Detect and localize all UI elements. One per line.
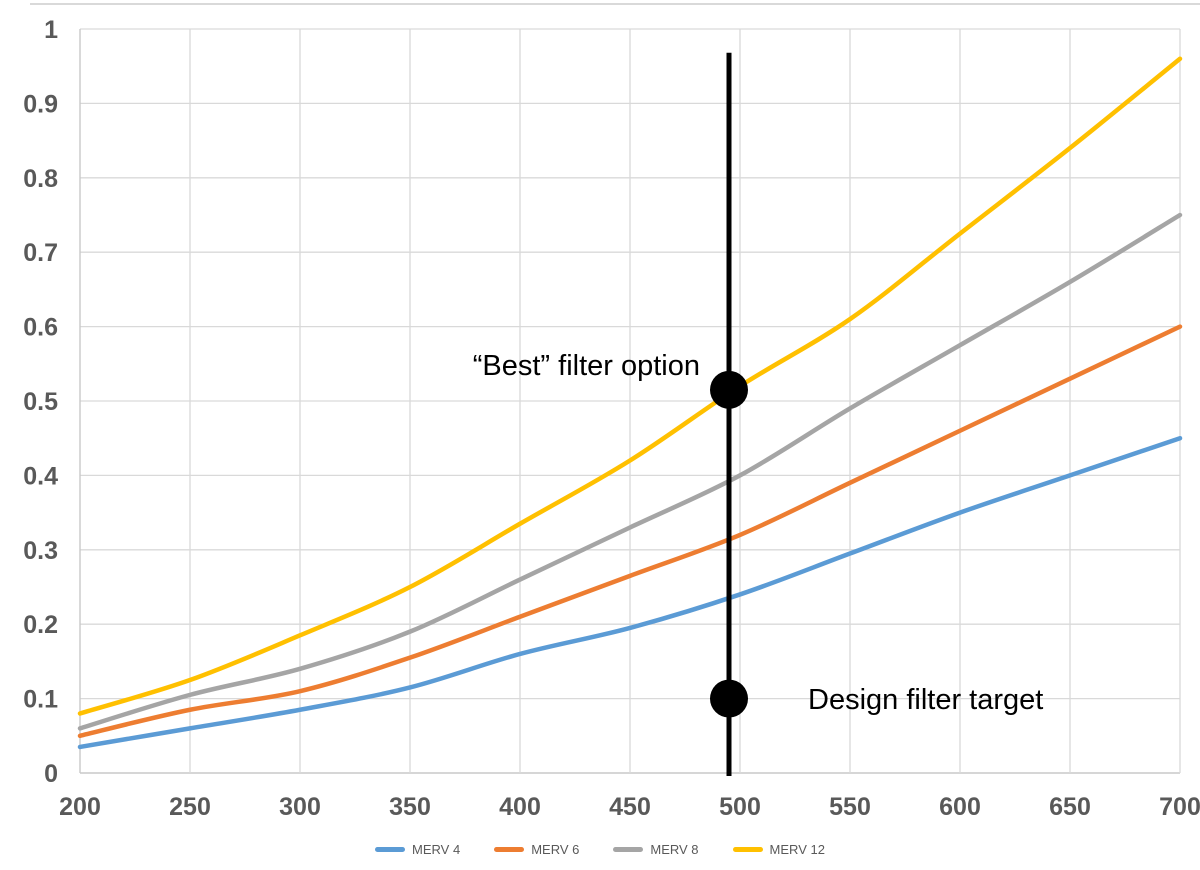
x-tick-label: 300 xyxy=(279,793,321,821)
legend-label: MERV 4 xyxy=(412,841,461,857)
legend-item-merv-6: MERV 6 xyxy=(494,842,579,857)
legend-item-merv-8: MERV 8 xyxy=(613,841,699,857)
legend-label: MERV 12 xyxy=(769,841,825,857)
x-tick-label: 200 xyxy=(59,793,101,821)
series-line-merv-4 xyxy=(77,435,1183,750)
x-tick-label: 450 xyxy=(609,793,651,821)
series-line-merv-12 xyxy=(77,56,1183,716)
series-line-merv-6 xyxy=(77,324,1183,739)
y-tick-label: 0.1 xyxy=(23,686,58,714)
y-tick-label: 1 xyxy=(44,16,58,44)
y-tick-label: 0.2 xyxy=(23,611,58,639)
legend-line-swatch xyxy=(732,846,763,852)
legend-item-merv-4: MERV 4 xyxy=(375,842,460,857)
design-filter-target-dot xyxy=(710,679,748,718)
y-tick-label: 0.8 xyxy=(23,165,58,193)
legend-line-swatch xyxy=(494,846,525,852)
legend-label: MERV 6 xyxy=(531,841,580,857)
legend-line-swatch xyxy=(375,846,406,852)
x-tick-label: 350 xyxy=(389,793,431,821)
top-border-line xyxy=(30,3,1200,5)
y-tick-label: 0.4 xyxy=(23,462,58,490)
x-tick-label: 600 xyxy=(939,793,981,821)
x-tick-label: 700 xyxy=(1159,793,1200,821)
x-tick-label: 550 xyxy=(829,793,871,821)
legend-line-swatch xyxy=(613,846,644,852)
y-tick-label: 0 xyxy=(44,760,58,788)
legend-label: MERV 8 xyxy=(650,841,699,857)
series-line-merv-8 xyxy=(77,212,1183,731)
y-tick-label: 0.6 xyxy=(23,314,58,342)
y-tick-label: 0.5 xyxy=(23,388,58,416)
chart-legend: MERV 4 MERV 6 MERV 8 MERV 12 xyxy=(0,838,1200,860)
x-tick-label: 400 xyxy=(499,793,541,821)
legend-item-merv-12: MERV 12 xyxy=(732,841,825,857)
annotation-design-filter-target: Design filter target xyxy=(808,684,1044,716)
best-filter-option-dot xyxy=(710,370,748,409)
annotation-best-filter-option: “Best” filter option xyxy=(472,350,700,382)
x-tick-label: 250 xyxy=(169,793,211,821)
y-tick-label: 0.9 xyxy=(23,90,58,118)
x-tick-label: 500 xyxy=(719,793,761,821)
x-tick-label: 650 xyxy=(1049,793,1091,821)
y-tick-label: 0.3 xyxy=(23,537,58,565)
y-tick-label: 0.7 xyxy=(23,239,58,267)
